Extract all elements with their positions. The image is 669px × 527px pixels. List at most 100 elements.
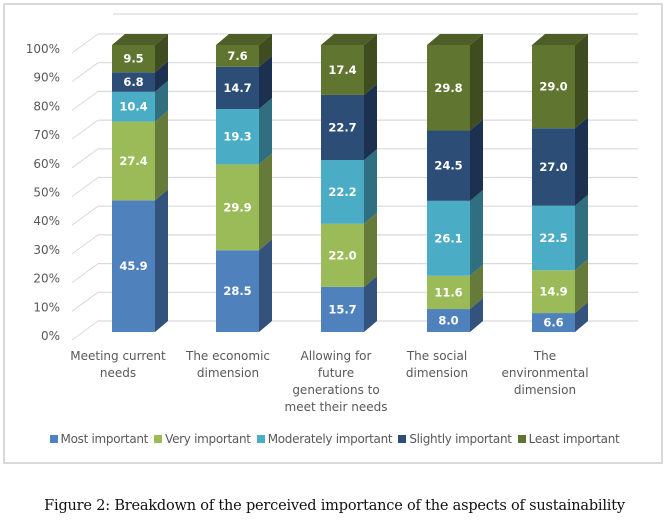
y-tick-label: 0% xyxy=(41,329,60,343)
y-tick-label: 60% xyxy=(33,157,60,171)
x-category-label: environmental xyxy=(501,366,588,380)
bar-segment xyxy=(216,250,259,332)
bar-segment xyxy=(112,91,155,122)
bar-stack: 8.0 11.6 26.1 24.5 29.8 xyxy=(427,34,483,332)
y-tick-label: 90% xyxy=(33,71,60,85)
stacked-bar-chart: 0% 10% 20% 30% 40% 50% 60% 70% 80% 90% 100% 45.9 27… xyxy=(26,13,638,414)
gridline-depth xyxy=(71,263,99,284)
bar-top-face xyxy=(216,34,272,45)
legend-label: Least important xyxy=(528,432,620,446)
bar-segment-side xyxy=(364,275,377,332)
data-label: 26.1 xyxy=(434,231,462,245)
gridline-depth xyxy=(71,177,99,197)
bar-segment-side xyxy=(364,149,377,224)
data-label: 6.8 xyxy=(123,75,143,89)
legend-label: Moderately important xyxy=(267,432,393,446)
gridline-depth xyxy=(71,234,99,255)
x-category-label: The social xyxy=(406,349,467,363)
bar-segment-side xyxy=(470,34,483,131)
bar-segment xyxy=(112,200,155,332)
legend-item: Most important xyxy=(49,432,149,446)
gridline-depth xyxy=(71,33,99,54)
gridline-depth xyxy=(71,62,99,83)
x-category-label: Allowing for xyxy=(301,349,372,363)
bar-segment xyxy=(427,275,470,310)
y-tick-label: 50% xyxy=(33,186,60,200)
bar-segment xyxy=(321,223,364,287)
bar-top-face xyxy=(427,34,483,45)
bar-segment-side xyxy=(259,153,272,251)
bar-segment xyxy=(532,205,575,271)
legend-swatch xyxy=(398,435,407,443)
bar-segment-side xyxy=(259,55,272,110)
bar-segment xyxy=(216,45,259,67)
bar-segment xyxy=(532,313,575,332)
y-tick-label: 30% xyxy=(33,243,60,257)
legend-item: Moderately important xyxy=(256,432,393,446)
legend-label: Very important xyxy=(165,432,251,446)
bar-segment-side xyxy=(155,189,168,332)
data-label: 6.6 xyxy=(543,316,563,330)
bar-segment-side xyxy=(575,194,588,271)
y-tick-label: 40% xyxy=(33,214,60,228)
data-label: 27.0 xyxy=(539,160,567,174)
x-category-label: needs xyxy=(100,366,136,380)
bar-segment xyxy=(112,121,155,201)
bar-segment-side xyxy=(364,83,377,161)
legend-swatch xyxy=(154,435,163,443)
bar-segment-side xyxy=(259,34,272,67)
legend-item: Very important xyxy=(154,432,251,446)
gridline-depth xyxy=(71,205,99,226)
x-axis-categories: Meeting current needs The economic dimensio… xyxy=(70,349,588,414)
bar-segment xyxy=(532,270,575,314)
bar-top-face xyxy=(321,34,377,45)
y-tick-label: 80% xyxy=(33,99,60,113)
data-label: 9.5 xyxy=(123,52,143,66)
bar-segment-side xyxy=(575,302,588,332)
x-category-label: dimension xyxy=(406,366,468,380)
bar-segment-side xyxy=(575,259,588,314)
bar-stack: 28.5 29.9 19.3 14.7 7.6 xyxy=(216,34,272,332)
bar-segment-side xyxy=(155,61,168,92)
x-category-label: meet their needs xyxy=(285,400,388,414)
legend-swatch xyxy=(49,435,58,443)
y-tick-label: 20% xyxy=(33,272,60,286)
y-tick-label: 10% xyxy=(33,300,60,314)
bar-segment xyxy=(321,160,364,224)
data-label: 29.9 xyxy=(223,200,251,214)
bar-segment xyxy=(216,164,259,251)
bar-segment xyxy=(321,45,364,95)
bar-segment xyxy=(112,72,155,92)
bar-segment xyxy=(532,128,575,206)
legend: Most important Very important Moderately i… xyxy=(0,432,669,446)
bar-segment xyxy=(321,94,364,161)
data-label: 27.4 xyxy=(119,154,147,168)
gridline-depth xyxy=(71,90,99,111)
x-category-label: dimension xyxy=(197,366,259,380)
x-category-label: Meeting current xyxy=(70,349,166,363)
legend-swatch xyxy=(517,435,526,443)
data-label: 22.2 xyxy=(328,185,356,199)
x-category-label: future xyxy=(318,366,354,380)
bar-stack: 45.9 27.4 10.4 6.8 9.5 xyxy=(112,34,168,332)
bar-top-face xyxy=(112,34,168,45)
data-label: 8.0 xyxy=(438,314,458,328)
data-label: 29.0 xyxy=(539,80,567,94)
bar-segment-side xyxy=(259,239,272,332)
data-label: 11.6 xyxy=(434,285,462,299)
bar-segment-side xyxy=(470,298,483,332)
legend-label: Most important xyxy=(60,432,149,446)
bar-segment xyxy=(427,130,470,201)
bar-segment-side xyxy=(155,80,168,122)
legend-item: Slightly important xyxy=(398,432,512,446)
bars: 45.9 27.4 10.4 6.8 9.5 28.5 29.9 19.3 14.7 7.6 15.… xyxy=(112,34,588,332)
legend-swatch xyxy=(256,435,265,443)
y-axis-ticks: 0% 10% 20% 30% 40% 50% 60% 70% 80% 90% 100% xyxy=(26,42,60,343)
data-label: 10.4 xyxy=(119,100,147,114)
bar-segment-side xyxy=(470,189,483,276)
bar-stack: 6.6 14.9 22.5 27.0 29.0 xyxy=(532,34,588,332)
data-label: 45.9 xyxy=(119,259,147,273)
bar-segment-side xyxy=(364,34,377,95)
legend-item: Least important xyxy=(517,432,620,446)
x-category-label: dimension xyxy=(514,383,576,397)
